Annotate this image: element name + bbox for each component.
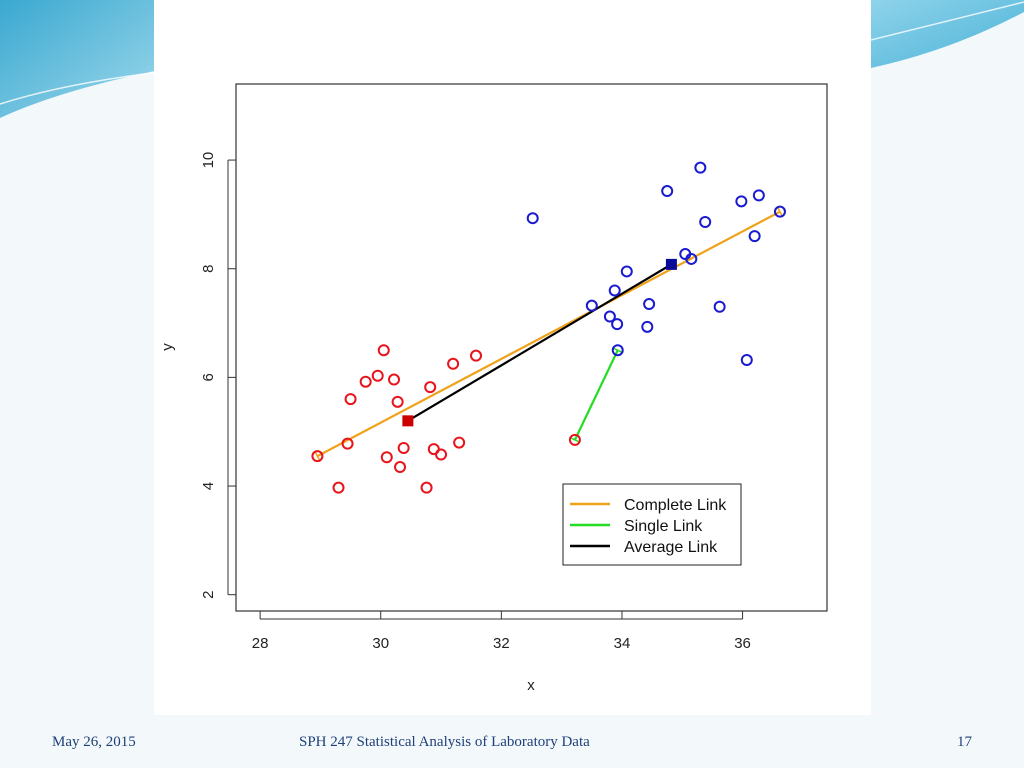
link-line-2 [407, 263, 672, 422]
plot-frame [235, 83, 828, 612]
y-axis-label: y [159, 343, 176, 351]
y-tick-label-0: 2 [200, 591, 217, 599]
point-s0-10 [394, 461, 407, 474]
point-s1-4 [611, 318, 624, 331]
footer-date: May 26, 2015 [52, 734, 136, 750]
point-s1-13 [699, 215, 712, 228]
x-axis-label: x [527, 677, 535, 694]
link-end-1-1 [612, 346, 624, 354]
y-axis: 2 4 6 8 10 [200, 152, 236, 599]
link-lines [313, 206, 784, 462]
link-line-1 [573, 349, 619, 441]
point-s0-17 [453, 436, 466, 449]
point-s1-7 [641, 320, 654, 333]
y-tick-label-3: 8 [200, 265, 217, 273]
point-s1-18 [752, 189, 765, 202]
y-tick-label-4: 10 [200, 152, 217, 169]
scatter-chart: 28 30 32 34 36 2 4 6 8 10 x y Complete Link Sing… [159, 83, 828, 694]
x-tick-label-3: 34 [614, 635, 631, 652]
point-s1-12 [694, 161, 707, 174]
y-tick-label-2: 6 [200, 373, 217, 381]
point-s0-7 [380, 451, 393, 464]
point-s1-9 [661, 185, 674, 198]
footer-title: SPH 247 Statistical Analysis of Laborato… [299, 734, 590, 750]
point-s1-5 [611, 344, 624, 357]
point-s1-14 [713, 300, 726, 313]
cluster-centroids [402, 258, 677, 427]
point-s0-12 [420, 481, 433, 494]
point-s1-16 [740, 353, 753, 366]
point-s1-11 [685, 252, 698, 265]
point-s0-11 [397, 442, 410, 455]
centroid-0 [402, 415, 414, 427]
point-s0-2 [341, 437, 354, 450]
point-s0-15 [435, 448, 448, 461]
point-s0-3 [344, 393, 357, 406]
link-end-0-0 [313, 450, 321, 462]
point-s1-1 [585, 299, 598, 312]
x-tick-label-4: 36 [734, 635, 751, 652]
point-s0-6 [377, 344, 390, 357]
point-s0-1 [332, 481, 345, 494]
centroid-1 [665, 258, 677, 270]
slide-number: 17 [957, 734, 972, 750]
link-end-0-1 [776, 206, 784, 218]
point-s1-3 [608, 284, 621, 297]
point-s0-5 [371, 369, 384, 382]
point-s0-18 [470, 349, 483, 362]
legend: Complete Link Single Link Average Link [562, 483, 742, 566]
point-s1-17 [748, 230, 761, 243]
wave-left-decoration [0, 0, 160, 118]
link-line-0 [316, 210, 781, 458]
x-tick-label-0: 28 [252, 635, 269, 652]
point-s0-4 [359, 375, 372, 388]
legend-label-average: Average Link [624, 539, 718, 556]
point-s0-16 [447, 357, 460, 370]
point-s0-13 [424, 381, 437, 394]
point-s0-19 [568, 433, 581, 446]
x-axis: 28 30 32 34 36 [252, 611, 751, 652]
point-s1-15 [735, 195, 748, 208]
point-s0-0 [311, 450, 324, 463]
x-tick-label-2: 32 [493, 635, 510, 652]
y-tick-label-1: 4 [200, 482, 217, 490]
point-s1-2 [603, 310, 616, 323]
wave-right-decoration [871, 0, 1024, 68]
data-points [311, 161, 786, 494]
point-s1-0 [526, 212, 539, 225]
legend-label-complete: Complete Link [624, 497, 727, 514]
point-s0-8 [388, 373, 401, 386]
point-s1-6 [620, 265, 633, 278]
x-tick-label-1: 30 [372, 635, 389, 652]
point-s1-8 [643, 298, 656, 311]
point-s0-9 [391, 395, 404, 408]
legend-label-single: Single Link [624, 518, 703, 535]
point-s1-19 [773, 205, 786, 218]
link-end-1-0 [569, 436, 581, 444]
